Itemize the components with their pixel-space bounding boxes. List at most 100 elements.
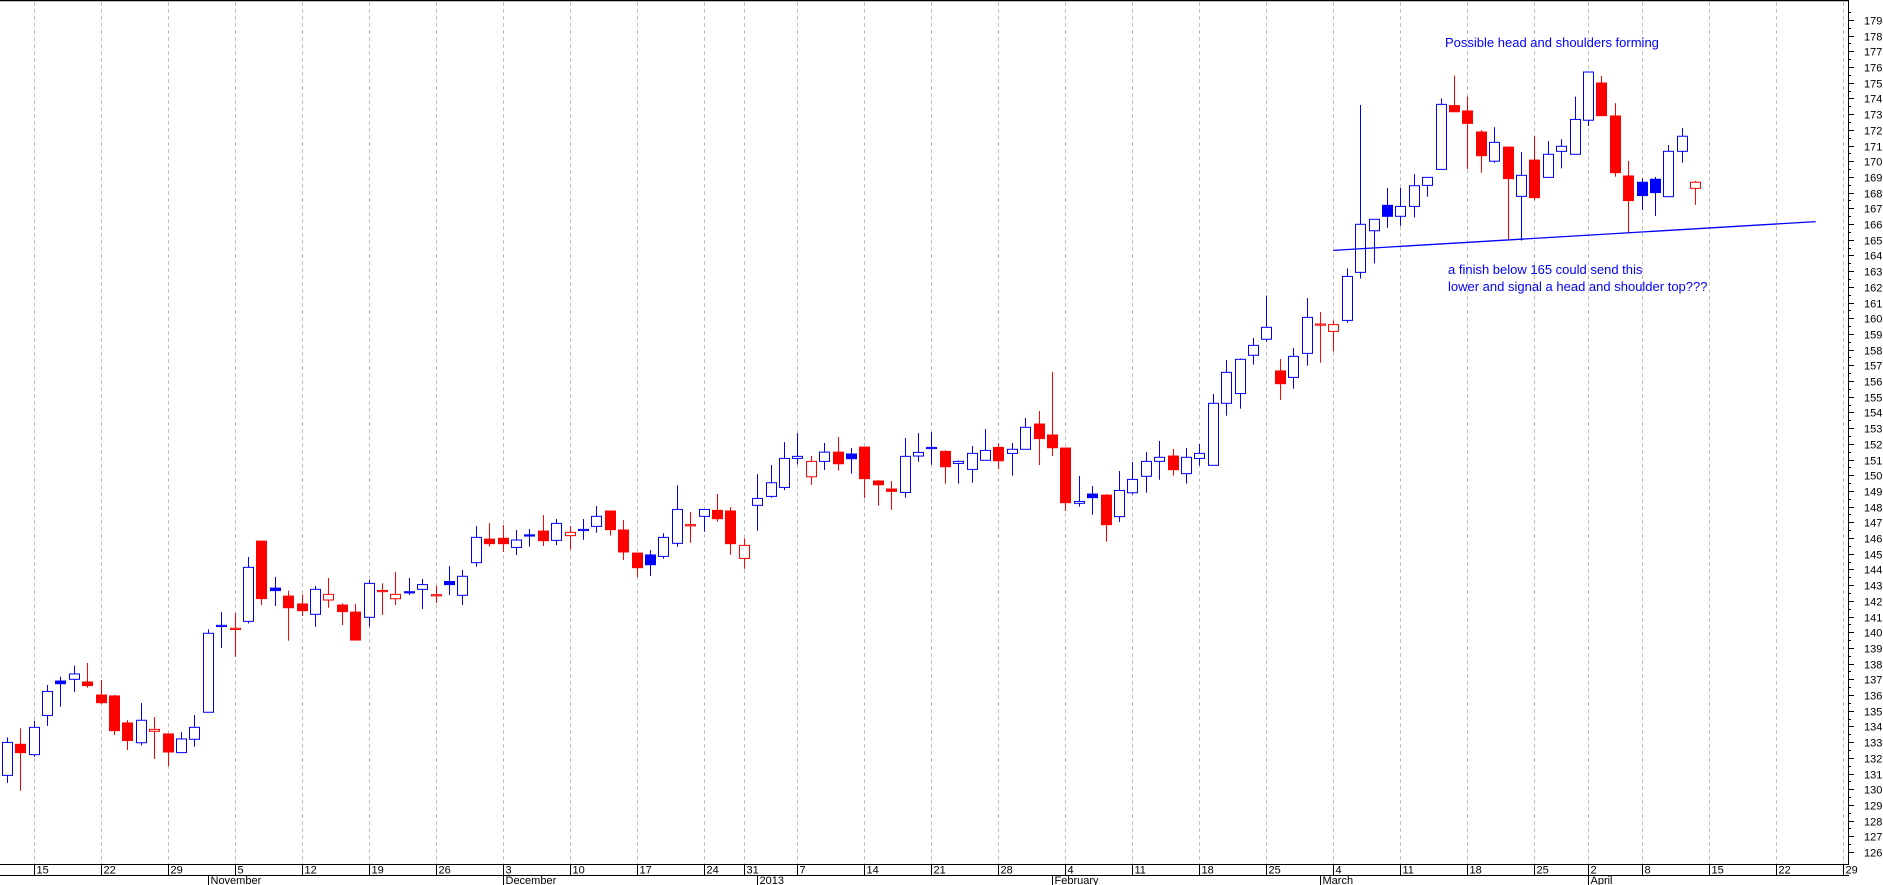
candle-body bbox=[1101, 494, 1112, 526]
candle-body bbox=[390, 593, 401, 600]
price-tick-label: 171 bbox=[1864, 142, 1882, 154]
candle bbox=[752, 474, 763, 531]
price-tick-label: 168 bbox=[1864, 189, 1882, 201]
price-tick-label: 138 bbox=[1864, 660, 1882, 672]
candle bbox=[323, 578, 334, 608]
candles bbox=[2, 71, 1701, 791]
candle-body bbox=[1570, 118, 1581, 155]
candle-body bbox=[310, 588, 321, 615]
candle bbox=[1020, 418, 1031, 450]
annotations: Possible head and shoulders forming a fi… bbox=[1445, 35, 1707, 294]
candle-body bbox=[136, 719, 147, 744]
candle bbox=[578, 519, 589, 540]
candle-body bbox=[846, 453, 857, 460]
candle bbox=[1261, 295, 1272, 342]
candle-body bbox=[578, 528, 589, 532]
candle bbox=[82, 662, 93, 688]
candle-body bbox=[1288, 355, 1299, 378]
candle-body bbox=[1087, 493, 1098, 499]
candle-body bbox=[1074, 500, 1085, 504]
candle bbox=[632, 552, 643, 578]
candle-body bbox=[1342, 275, 1353, 321]
annotation-neckline-line-2: lower and signal a head and shoulder top… bbox=[1448, 279, 1707, 294]
candle bbox=[993, 443, 1004, 470]
date-tick-label: 29 bbox=[171, 865, 183, 877]
candle-body bbox=[471, 536, 482, 564]
candle bbox=[1476, 130, 1487, 173]
price-tick-label: 165 bbox=[1864, 236, 1882, 248]
candle bbox=[511, 529, 522, 555]
candle bbox=[699, 508, 710, 532]
candle-body bbox=[779, 457, 790, 488]
candle bbox=[1154, 440, 1165, 480]
price-tick-label: 159 bbox=[1864, 330, 1882, 342]
candle bbox=[471, 526, 482, 567]
price-axis: 126 127 128 129 130 131 132 133 134 135 136 137 138 1… bbox=[1848, 12, 1882, 860]
date-tick-label: 18 bbox=[1202, 865, 1214, 877]
candle bbox=[1543, 141, 1554, 178]
price-tick-label: 129 bbox=[1864, 801, 1882, 813]
date-tick-label: 2 bbox=[1591, 865, 1597, 877]
candle-body bbox=[1436, 103, 1447, 170]
candle bbox=[1623, 160, 1634, 233]
candle-body bbox=[1302, 316, 1313, 354]
candle-body bbox=[1462, 110, 1473, 124]
candle-body bbox=[377, 589, 388, 593]
price-tick-label: 137 bbox=[1864, 675, 1882, 687]
candle-body bbox=[431, 594, 442, 597]
candle bbox=[1395, 188, 1406, 226]
candle bbox=[926, 432, 937, 465]
candle-body bbox=[216, 624, 227, 627]
candle bbox=[69, 665, 80, 693]
candle-body bbox=[511, 539, 522, 548]
price-tick-label: 145 bbox=[1864, 550, 1882, 562]
candle bbox=[1194, 443, 1205, 466]
candle-body bbox=[1127, 478, 1138, 494]
candle bbox=[1235, 358, 1246, 409]
candle bbox=[1342, 268, 1353, 323]
candle bbox=[1677, 127, 1688, 163]
price-tick-label: 172 bbox=[1864, 126, 1882, 138]
price-tick-label: 147 bbox=[1864, 518, 1882, 530]
candle bbox=[980, 429, 991, 461]
candle bbox=[176, 732, 187, 754]
candle bbox=[967, 445, 978, 483]
candle bbox=[431, 586, 442, 603]
candle-body bbox=[725, 510, 736, 545]
candle bbox=[1275, 359, 1286, 400]
candle bbox=[444, 566, 455, 595]
candle-body bbox=[1623, 175, 1634, 202]
candle bbox=[404, 578, 415, 595]
annotation-head-and-shoulders: Possible head and shoulders forming bbox=[1445, 35, 1659, 50]
price-tick-label: 128 bbox=[1864, 817, 1882, 829]
candle bbox=[1101, 494, 1112, 542]
candle-body bbox=[1020, 426, 1031, 450]
candle-body bbox=[591, 515, 602, 527]
price-tick-label: 140 bbox=[1864, 628, 1882, 640]
candle-body bbox=[323, 593, 334, 601]
candle bbox=[109, 695, 120, 736]
candle bbox=[1409, 174, 1420, 218]
price-tick-label: 132 bbox=[1864, 754, 1882, 766]
date-tick-label: 31 bbox=[747, 865, 759, 877]
candle bbox=[739, 538, 750, 569]
price-tick-label: 139 bbox=[1864, 644, 1882, 656]
candle bbox=[1637, 178, 1648, 211]
candle bbox=[913, 433, 924, 462]
date-tick-label: 4 bbox=[1068, 865, 1074, 877]
date-tick-label: 18 bbox=[1470, 865, 1482, 877]
candle-body bbox=[752, 497, 763, 506]
candle-body bbox=[1114, 489, 1125, 518]
candle-body bbox=[792, 455, 803, 459]
price-tick-label: 141 bbox=[1864, 613, 1882, 625]
candle-body bbox=[1422, 176, 1433, 186]
candle-body bbox=[1328, 324, 1339, 332]
candle-body bbox=[149, 728, 160, 732]
candle bbox=[457, 570, 468, 606]
price-tick-label: 153 bbox=[1864, 424, 1882, 436]
candle-body bbox=[1194, 452, 1205, 459]
candle-body bbox=[122, 722, 133, 742]
candle-body bbox=[1516, 174, 1527, 197]
candle-body bbox=[1556, 145, 1567, 152]
